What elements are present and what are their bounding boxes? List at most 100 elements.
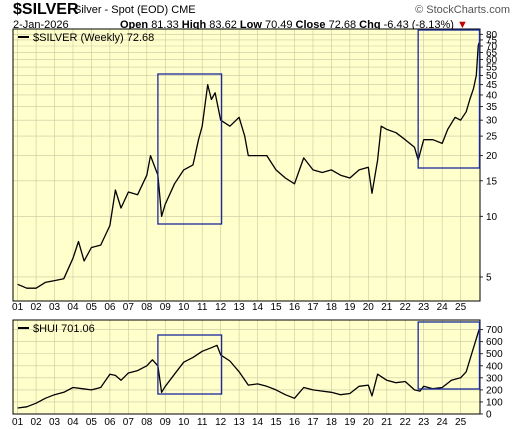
silver-xtick-label: 09 [160,302,172,313]
hui-xtick-label: 10 [178,417,190,428]
silver-xtick-label: 14 [252,302,264,313]
symbol-description: Silver - Spot (EOD) CME [74,4,196,16]
hui-ytick-label: 300 [486,373,503,384]
low-label: Low [239,19,262,31]
quote-date: 2-Jan-2026 [13,19,69,31]
silver-xtick-label: 13 [234,302,246,313]
silver-legend-label: $SILVER (Weekly) 72.68 [33,32,154,44]
silver-ytick-label: 55 [486,63,498,74]
watermark: © StockCharts.com [415,4,510,16]
silver-ytick-label: 30 [486,116,498,127]
hui-xtick-label: 11 [197,417,208,428]
silver-ytick-label: 35 [486,102,498,113]
symbol-title: $SILVER [13,1,79,18]
silver-xtick-label: 24 [437,302,449,313]
silver-ytick-label: 25 [486,132,498,143]
chg-value: -6.43 (-8.13%) [383,19,454,31]
silver-plot-area [13,29,480,301]
silver-xtick-label: 06 [104,302,116,313]
exchange-text: CME [171,4,196,16]
hui-xtick-label: 14 [252,417,264,428]
hui-ytick-label: 100 [486,397,503,408]
hui-ytick-label: 600 [486,337,503,348]
silver-xtick-label: 23 [418,302,430,313]
high-value: 83.62 [209,19,237,31]
silver-xtick-label: 01 [12,302,24,313]
hui-xtick-label: 03 [49,417,61,428]
silver-ytick-label: 65 [486,48,498,59]
silver-ytick-label: 20 [486,151,498,162]
hui-ytick-label: 700 [486,325,503,336]
silver-xtick-label: 08 [141,302,153,313]
hui-xtick-label: 20 [363,417,375,428]
silver-ytick-label: 60 [486,55,498,66]
silver-ytick-label: 70 [486,41,498,52]
silver-xtick-label: 07 [123,302,135,313]
hui-xtick-label: 19 [344,417,356,428]
silver-xtick-label: 22 [400,302,412,313]
hui-xtick-label: 15 [270,417,282,428]
silver-xtick-label: 02 [31,302,43,313]
hui-xtick-label: 21 [381,417,393,428]
hui-xtick-label: 08 [141,417,153,428]
silver-ytick-label: 5 [486,272,492,283]
silver-ytick-label: 40 [486,90,498,101]
silver-xtick-label: 11 [197,302,208,313]
hui-ytick-label: 400 [486,361,503,372]
hui-ytick-label: 500 [486,349,503,360]
silver-xtick-label: 17 [307,302,319,313]
ohlc-row: Open 81.33 High 83.62 Low 70.49 Close 72… [120,19,468,31]
silver-xtick-label: 05 [86,302,98,313]
highlight-box [417,29,481,169]
hui-xtick-label: 06 [104,417,116,428]
highlight-box [417,321,481,390]
silver-xtick-label: 21 [381,302,393,313]
hui-plot-area [13,320,480,414]
high-label: High [181,19,207,31]
open-label: Open [120,19,149,31]
highlight-box [157,73,223,225]
hui-xtick-label: 16 [289,417,301,428]
silver-ytick-label: 45 [486,80,498,91]
hui-xtick-label: 07 [123,417,135,428]
hui-xtick-label: 02 [31,417,43,428]
highlight-box [157,334,223,395]
hui-xtick-label: 17 [307,417,319,428]
silver-ytick-label: 15 [486,176,498,187]
hui-xtick-label: 05 [86,417,98,428]
silver-xtick-label: 16 [289,302,301,313]
silver-ytick-label: 50 [486,71,498,82]
hui-ytick-label: 200 [486,385,503,396]
description-text: Silver - Spot (EOD) [74,4,169,16]
hui-xtick-label: 01 [12,417,24,428]
silver-xtick-label: 10 [178,302,190,313]
chg-label: Chg [359,19,381,31]
close-value: 72.68 [328,19,357,31]
silver-xtick-label: 03 [49,302,61,313]
hui-xtick-label: 09 [160,417,172,428]
hui-legend-label: $HUI 701.06 [33,323,95,335]
silver-series-line [17,42,480,289]
low-value: 70.49 [264,19,293,31]
close-label: Close [295,19,326,31]
silver-xtick-label: 25 [455,302,467,313]
silver-ytick-label: 10 [486,212,498,223]
silver-xtick-label: 18 [326,302,338,313]
hui-xtick-label: 23 [418,417,430,428]
down-arrow-icon: ▼ [457,19,468,31]
silver-ytick-label: 80 [486,30,498,41]
silver-xtick-label: 04 [67,302,79,313]
hui-ytick-label: 0 [486,410,492,421]
hui-xtick-label: 13 [234,417,246,428]
silver-ytick-label: 75 [486,35,498,46]
chart-header: $SILVER Silver - Spot (EOD) CME © StockC… [0,0,520,34]
hui-xtick-label: 24 [437,417,449,428]
hui-xtick-label: 04 [67,417,79,428]
silver-xtick-label: 15 [270,302,282,313]
hui-xtick-label: 12 [215,417,227,428]
silver-xtick-label: 12 [215,302,227,313]
hui-xtick-label: 22 [400,417,412,428]
hui-xtick-label: 25 [455,417,467,428]
hui-xtick-label: 18 [326,417,338,428]
